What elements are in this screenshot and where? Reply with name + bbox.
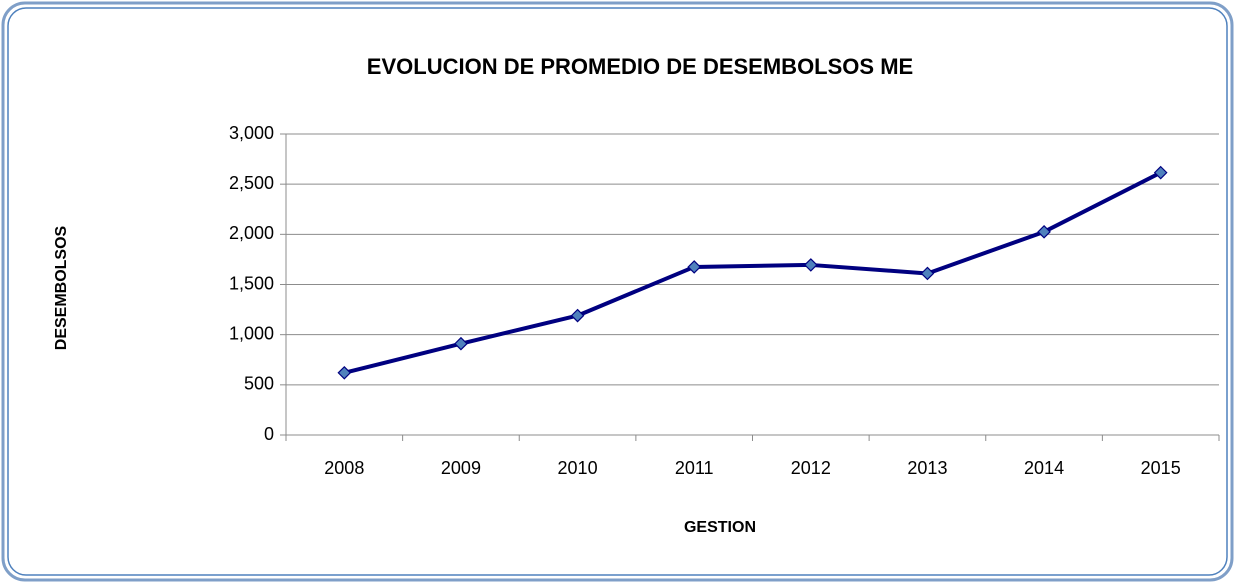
y-tick-label: 1,000 <box>229 323 274 343</box>
y-axis-title: DESEMBOLSOS <box>53 225 70 350</box>
y-tick-label: 3,000 <box>229 123 274 143</box>
y-tick-label: 2,000 <box>229 223 274 243</box>
x-tick-label: 2012 <box>791 458 831 478</box>
x-tick-label: 2014 <box>1024 458 1064 478</box>
marker <box>687 260 702 274</box>
series-line <box>343 170 1162 375</box>
x-tick-label: 2010 <box>558 458 598 478</box>
chart-title: EVOLUCION DE PROMEDIO DE DESEMBOLSOS ME <box>367 54 913 79</box>
marker <box>337 365 352 380</box>
y-tick-label: 1,500 <box>229 273 274 293</box>
marker <box>803 258 818 272</box>
x-axis-title: GESTION <box>684 519 756 536</box>
y-tick-label: 2,500 <box>229 173 274 193</box>
x-tick-label: 2013 <box>907 458 947 478</box>
frame-inner <box>7 7 1228 576</box>
marker <box>1037 224 1051 239</box>
y-tick-label: 500 <box>244 374 274 394</box>
y-tick-label: 0 <box>264 424 274 444</box>
x-tick-label: 2009 <box>441 458 481 478</box>
x-tick-label: 2011 <box>675 458 714 478</box>
x-tick-label: 2008 <box>324 458 364 478</box>
marker <box>920 266 935 281</box>
marker <box>454 336 468 351</box>
marker <box>1153 165 1168 180</box>
marker <box>570 308 585 323</box>
x-tick-label: 2015 <box>1141 458 1181 478</box>
